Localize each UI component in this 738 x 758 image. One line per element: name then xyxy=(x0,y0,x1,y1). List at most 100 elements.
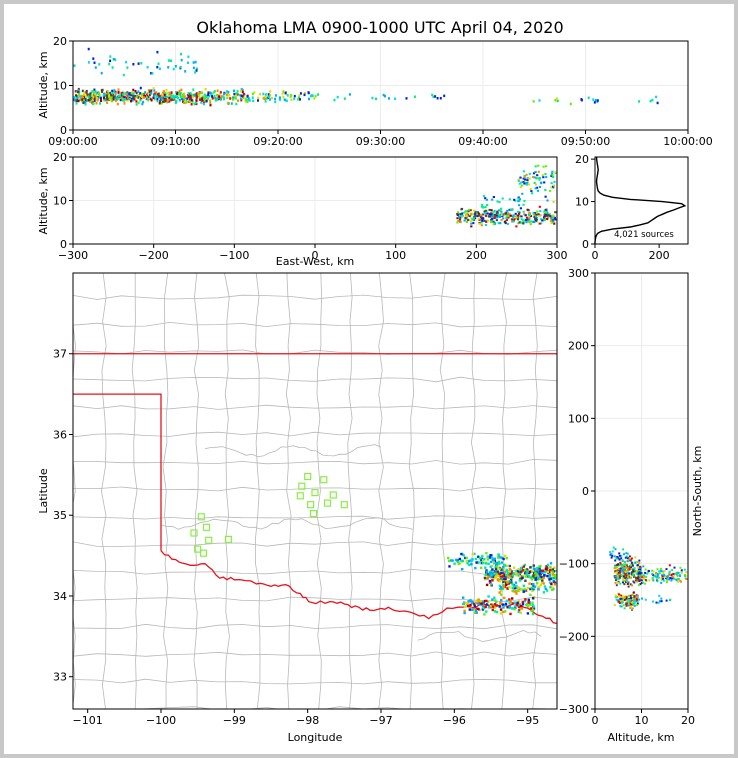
source-density-cell xyxy=(480,559,483,563)
source-density-cell xyxy=(515,569,518,573)
source-density-cell xyxy=(527,220,530,223)
source-density-cell xyxy=(447,559,451,563)
source-density-cell xyxy=(554,171,557,174)
source-density-cell xyxy=(81,95,84,99)
source-density-cell xyxy=(304,92,306,95)
source-density-cell xyxy=(110,99,113,103)
county-line xyxy=(73,376,557,383)
source-density-cell xyxy=(227,91,230,94)
source-density-cell xyxy=(477,217,480,220)
source-density-cell xyxy=(656,580,659,583)
source-density-cell xyxy=(628,597,631,600)
source-density-cell xyxy=(496,200,499,203)
source-density-cell xyxy=(146,93,148,97)
source-density-cell xyxy=(505,599,509,602)
source-density-cell xyxy=(195,67,198,70)
source-density-cell xyxy=(132,63,135,66)
source-density-cell xyxy=(133,98,136,101)
source-density-cell xyxy=(465,560,468,563)
x-tick-label: 10:00:00 xyxy=(663,135,712,148)
source-density-cell xyxy=(491,211,494,214)
source-density-cell xyxy=(498,214,501,217)
source-density-cell xyxy=(624,577,627,580)
source-density-cell xyxy=(545,165,548,168)
source-density-cell xyxy=(615,566,618,568)
source-density-cell xyxy=(635,570,638,573)
source-density-cell xyxy=(496,565,499,568)
source-density-cell xyxy=(545,176,548,179)
source-density-cell xyxy=(553,216,556,219)
source-density-cell xyxy=(303,93,306,97)
source-density-cell xyxy=(637,579,640,581)
source-density-cell xyxy=(580,98,583,101)
source-density-cell xyxy=(511,589,515,593)
source-density-cell xyxy=(530,575,534,578)
source-density-cell xyxy=(469,209,472,212)
source-density-cell xyxy=(502,577,505,581)
y-tick-label: 20 xyxy=(53,35,67,48)
source-density-cell xyxy=(246,95,249,98)
source-density-cell xyxy=(527,183,530,186)
source-density-cell xyxy=(656,101,659,105)
source-density-cell xyxy=(496,578,499,581)
source-density-cell xyxy=(182,98,185,102)
source-density-cell xyxy=(630,557,633,560)
source-density-cell xyxy=(552,185,555,188)
source-density-cell xyxy=(614,581,617,584)
source-density-cell xyxy=(464,217,467,219)
source-density-cell xyxy=(653,575,656,578)
source-density-cell xyxy=(268,95,271,98)
source-density-cell xyxy=(463,611,466,615)
source-density-cell xyxy=(534,171,537,173)
source-density-cell xyxy=(616,598,619,601)
source-density-cell xyxy=(624,573,627,576)
source-density-cell xyxy=(468,599,471,602)
source-density-cell xyxy=(638,570,641,573)
source-density-cell xyxy=(503,571,506,574)
source-density-cell xyxy=(89,94,91,97)
source-density-cell xyxy=(618,554,621,557)
source-density-cell xyxy=(483,219,486,222)
source-density-cell xyxy=(108,62,111,66)
source-density-cell xyxy=(627,594,630,597)
source-density-cell xyxy=(474,210,477,213)
source-density-cell xyxy=(630,576,632,579)
source-density-cell xyxy=(180,58,183,62)
source-density-cell xyxy=(652,579,655,582)
source-density-cell xyxy=(540,581,544,584)
source-density-cell xyxy=(519,611,523,615)
altitude-histogram-frame xyxy=(594,156,689,245)
source-density-cell xyxy=(554,99,557,102)
source-density-cell xyxy=(472,222,475,225)
source-density-cell xyxy=(638,571,641,574)
source-density-cell xyxy=(469,212,472,215)
source-density-cell xyxy=(186,94,189,97)
source-density-cell xyxy=(457,560,460,564)
source-density-cell xyxy=(544,213,548,216)
source-density-cell xyxy=(514,571,518,575)
source-density-cell xyxy=(456,217,459,220)
source-density-cell xyxy=(524,568,527,572)
source-density-cell xyxy=(500,218,503,221)
source-density-cell xyxy=(481,600,484,604)
source-density-cell xyxy=(269,90,272,93)
county-line xyxy=(73,678,557,685)
source-density-cell xyxy=(520,215,523,218)
source-density-cell xyxy=(505,570,509,573)
source-density-cell xyxy=(633,602,636,604)
source-density-cell xyxy=(477,599,480,602)
source-density-cell xyxy=(153,94,156,97)
source-density-cell xyxy=(274,97,277,101)
source-density-cell xyxy=(214,97,217,100)
source-density-cell xyxy=(83,94,86,98)
source-density-cell xyxy=(623,562,626,565)
altitude-histogram-line xyxy=(594,157,687,244)
source-density-cell xyxy=(195,99,198,102)
source-density-cell xyxy=(615,577,618,580)
source-density-cell xyxy=(518,215,521,218)
source-density-cell xyxy=(538,572,541,575)
source-density-cell xyxy=(510,570,513,573)
source-density-cell xyxy=(475,561,478,564)
source-density-cell xyxy=(479,566,483,569)
source-density-cell xyxy=(91,90,94,93)
